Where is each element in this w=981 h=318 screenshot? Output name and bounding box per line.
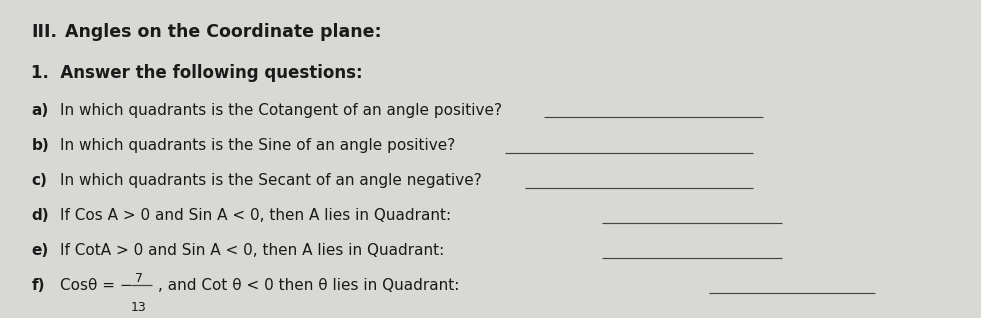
Text: If Cos A > 0 and Sin A < 0, then A lies in Quadrant:: If Cos A > 0 and Sin A < 0, then A lies … (60, 208, 450, 223)
Text: 1.  Answer the following questions:: 1. Answer the following questions: (31, 64, 363, 82)
Text: a): a) (31, 103, 49, 118)
Text: In which quadrants is the Sine of an angle positive?: In which quadrants is the Sine of an ang… (60, 138, 455, 153)
Text: 7: 7 (134, 272, 142, 285)
Text: 13: 13 (130, 301, 146, 315)
Text: III.: III. (31, 23, 58, 41)
Text: Cosθ = −: Cosθ = − (60, 278, 132, 293)
Text: , and Cot θ < 0 then θ lies in Quadrant:: , and Cot θ < 0 then θ lies in Quadrant: (158, 278, 459, 293)
Text: Angles on the Coordinate plane:: Angles on the Coordinate plane: (66, 23, 382, 41)
Text: In which quadrants is the Secant of an angle negative?: In which quadrants is the Secant of an a… (60, 173, 482, 188)
Text: f): f) (31, 278, 45, 293)
Text: b): b) (31, 138, 49, 153)
Text: d): d) (31, 208, 49, 223)
Text: If CotA > 0 and Sin A < 0, then A lies in Quadrant:: If CotA > 0 and Sin A < 0, then A lies i… (60, 243, 443, 258)
Text: c): c) (31, 173, 47, 188)
Text: e): e) (31, 243, 49, 258)
Text: In which quadrants is the Cotangent of an angle positive?: In which quadrants is the Cotangent of a… (60, 103, 501, 118)
